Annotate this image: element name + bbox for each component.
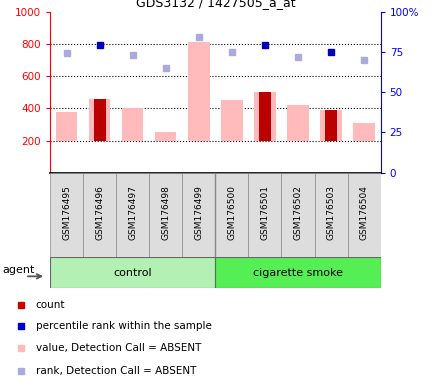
Bar <box>286 105 308 141</box>
Bar <box>314 173 347 257</box>
Text: GSM176499: GSM176499 <box>194 185 203 240</box>
Bar <box>50 257 215 288</box>
Text: GSM176504: GSM176504 <box>359 185 368 240</box>
Text: GSM176501: GSM176501 <box>260 185 269 240</box>
Text: GSM176498: GSM176498 <box>161 185 170 240</box>
Text: value, Detection Call = ABSENT: value, Detection Call = ABSENT <box>36 343 201 353</box>
Bar <box>215 173 248 257</box>
Text: GSM176503: GSM176503 <box>326 185 335 240</box>
Bar <box>149 173 182 257</box>
Bar <box>155 132 176 141</box>
Bar <box>352 123 374 141</box>
Bar <box>258 92 270 141</box>
Bar <box>50 173 83 257</box>
Bar <box>347 173 380 257</box>
Bar <box>56 111 77 141</box>
Text: GSM176502: GSM176502 <box>293 185 302 240</box>
Text: cigarette smoke: cigarette smoke <box>253 268 342 278</box>
Bar <box>253 92 275 141</box>
Text: GSM176497: GSM176497 <box>128 185 137 240</box>
Bar <box>319 110 341 141</box>
Text: GSM176495: GSM176495 <box>62 185 71 240</box>
Bar <box>89 99 110 141</box>
Text: percentile rank within the sample: percentile rank within the sample <box>36 321 211 331</box>
Bar <box>248 173 281 257</box>
Text: control: control <box>113 268 151 278</box>
Text: count: count <box>36 300 65 310</box>
Text: agent: agent <box>3 265 35 275</box>
Bar <box>281 173 314 257</box>
Bar <box>83 173 116 257</box>
Bar <box>220 100 242 141</box>
Bar <box>215 257 380 288</box>
Text: GSM176500: GSM176500 <box>227 185 236 240</box>
Bar <box>122 108 143 141</box>
Bar <box>116 173 149 257</box>
Bar <box>182 173 215 257</box>
Bar <box>93 99 105 141</box>
Text: GSM176496: GSM176496 <box>95 185 104 240</box>
Bar <box>324 110 336 141</box>
Title: GDS3132 / 1427505_a_at: GDS3132 / 1427505_a_at <box>135 0 294 9</box>
Text: rank, Detection Call = ABSENT: rank, Detection Call = ABSENT <box>36 366 196 376</box>
Bar <box>187 42 209 141</box>
